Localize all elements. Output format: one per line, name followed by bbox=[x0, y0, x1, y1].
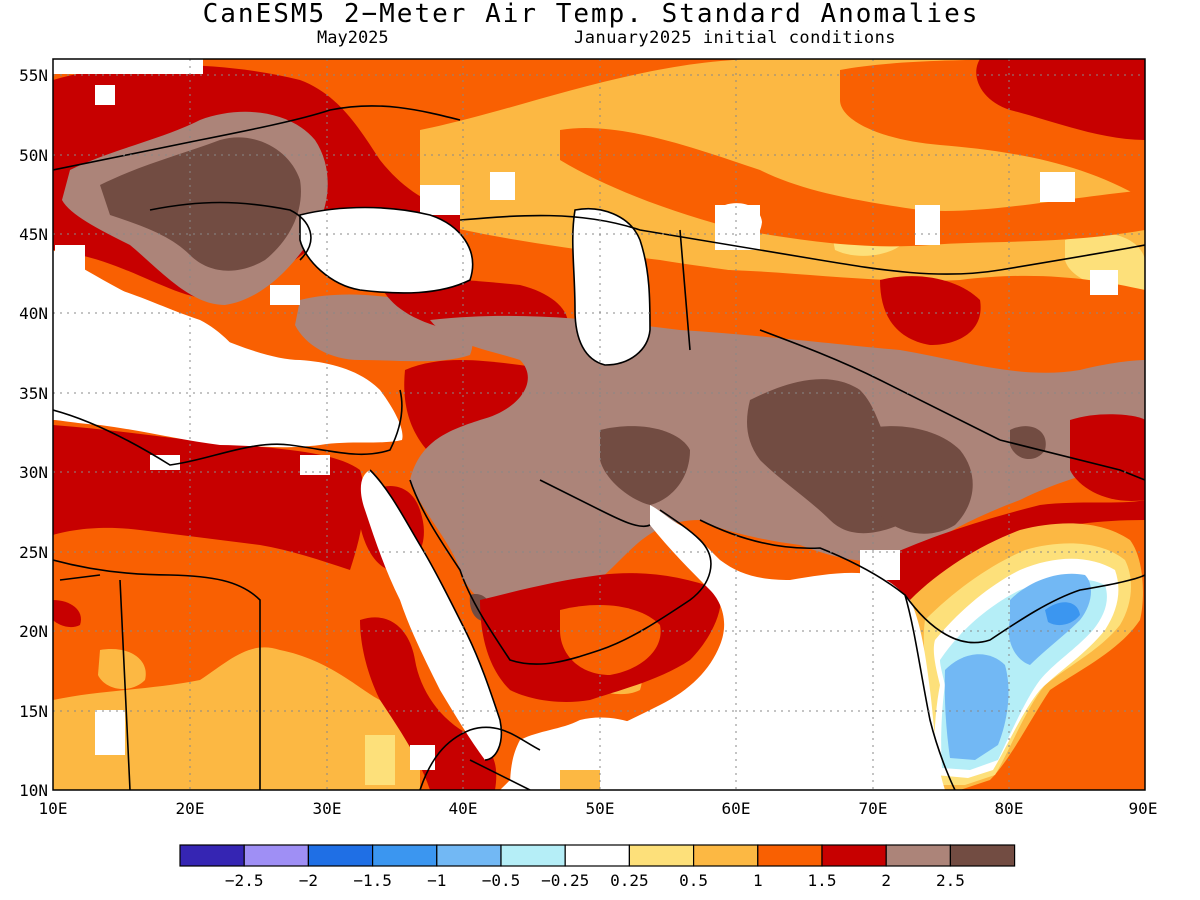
lon-label: 20E bbox=[176, 799, 205, 818]
lat-label: 35N bbox=[19, 384, 48, 403]
colorbar-label: −2 bbox=[299, 871, 318, 890]
lat-label: 10N bbox=[19, 781, 48, 800]
graticule bbox=[53, 59, 1145, 790]
colorbar-label: −1.5 bbox=[353, 871, 392, 890]
lon-label: 50E bbox=[586, 799, 615, 818]
colorbar-swatch bbox=[372, 844, 438, 867]
lon-label: 30E bbox=[313, 799, 342, 818]
lon-label: 70E bbox=[859, 799, 888, 818]
coastlines bbox=[53, 105, 1145, 790]
lat-label: 20N bbox=[19, 622, 48, 641]
colorbar-swatch bbox=[821, 844, 887, 867]
colorbar-swatch bbox=[949, 844, 1016, 867]
lon-label: 40E bbox=[449, 799, 478, 818]
colorbar-label: −2.5 bbox=[225, 871, 264, 890]
lat-label: 30N bbox=[19, 463, 48, 482]
lon-label: 60E bbox=[722, 799, 751, 818]
map-title: CanESM5 2−Meter Air Temp. Standard Anoma… bbox=[202, 0, 980, 29]
initial-conditions: January2025 initial conditions bbox=[574, 28, 897, 48]
lat-label: 25N bbox=[19, 543, 48, 562]
anomaly-field bbox=[53, 59, 1145, 790]
colorbar-label: 1 bbox=[753, 871, 763, 890]
colorbar-swatch bbox=[307, 844, 374, 867]
map-frame bbox=[52, 58, 1146, 791]
colorbar-swatch bbox=[243, 844, 309, 867]
colorbar-swatch bbox=[692, 844, 759, 867]
lon-axis: 10E 20E 30E 40E 50E 60E 70E 80E 90E bbox=[39, 799, 1158, 818]
colorbar-label: −1 bbox=[427, 871, 446, 890]
colorbar-label: 2 bbox=[881, 871, 891, 890]
colorbar-swatch bbox=[179, 844, 245, 867]
colorbar-label: 0.25 bbox=[610, 871, 649, 890]
colorbar-swatch bbox=[564, 844, 631, 867]
colorbar-label: 1.5 bbox=[808, 871, 837, 890]
lat-label: 45N bbox=[19, 225, 48, 244]
colorbar-label: 2.5 bbox=[936, 871, 965, 890]
colorbar-swatch bbox=[628, 844, 695, 867]
lon-label: 90E bbox=[1129, 799, 1158, 818]
lon-label: 10E bbox=[39, 799, 68, 818]
colorbar-label: −0.25 bbox=[541, 871, 589, 890]
forecast-month: May2025 bbox=[317, 28, 389, 48]
colorbar: −2.5 −2 −1.5 −1 −0.5 −0.25 0.25 0.5 1 1.5 2 2.5 bbox=[179, 844, 1016, 890]
colorbar-label: −0.5 bbox=[482, 871, 521, 890]
lon-label: 80E bbox=[995, 799, 1024, 818]
lat-label: 55N bbox=[19, 66, 48, 85]
lat-label: 15N bbox=[19, 702, 48, 721]
colorbar-swatch bbox=[757, 844, 823, 867]
lat-label: 50N bbox=[19, 146, 48, 165]
lat-label: 40N bbox=[19, 304, 48, 323]
colorbar-swatch bbox=[500, 844, 566, 867]
colorbar-swatch bbox=[885, 844, 952, 867]
lat-axis: 55N 50N 45N 40N 35N 30N 25N 20N 15N 10N bbox=[19, 66, 48, 800]
colorbar-label: 0.5 bbox=[679, 871, 708, 890]
colorbar-swatch bbox=[436, 844, 502, 867]
